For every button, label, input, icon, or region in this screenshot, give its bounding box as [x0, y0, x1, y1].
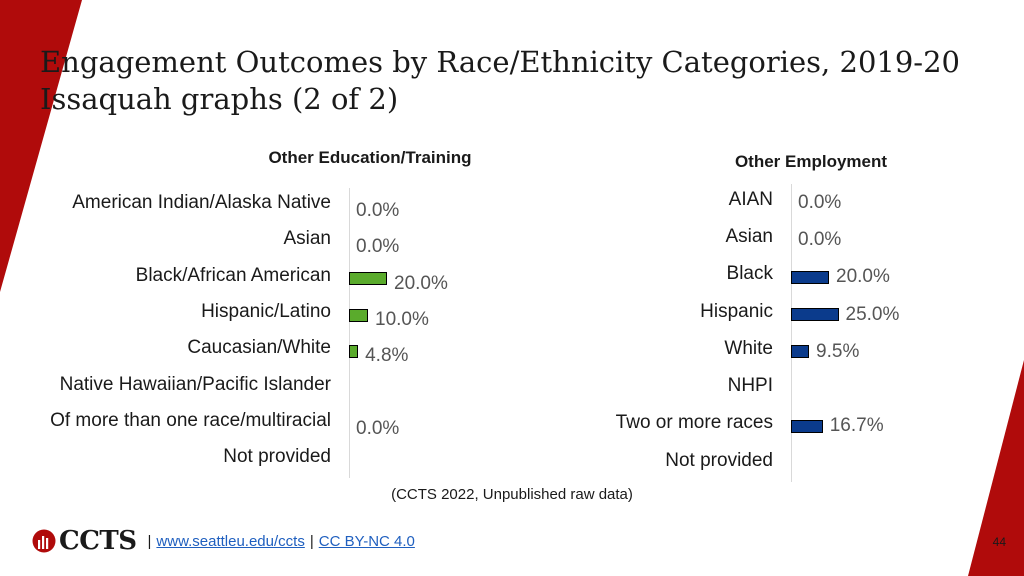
edu-bar	[349, 308, 368, 322]
edu-category-label: Black/African American	[135, 264, 331, 286]
title-line-2: Issaquah graphs (2 of 2)	[40, 82, 399, 116]
seattleu-ccts-link[interactable]: www.seattleu.edu/ccts	[156, 532, 305, 550]
emp-value-label: 20.0%	[836, 266, 890, 288]
emp-category-label: NHPI	[727, 375, 773, 397]
source-citation: (CCTS 2022, Unpublished raw data)	[391, 486, 633, 503]
edu-value-label: 0.0%	[356, 417, 400, 439]
emp-category-label: Asian	[725, 225, 773, 247]
edu-category-label: Of more than one race/multiracial	[50, 409, 331, 431]
edu-value-label: 20.0%	[394, 272, 448, 294]
edu-category-label: Not provided	[223, 446, 331, 468]
footer-separator-2: |	[309, 532, 314, 550]
edu-bar	[349, 344, 359, 358]
emp-axis-line	[791, 184, 792, 483]
emp-value-label: 0.0%	[798, 191, 842, 213]
license-link[interactable]: CC BY-NC 4.0	[318, 532, 415, 550]
red-corner-decoration-left	[0, 0, 82, 292]
emp-bar	[791, 345, 810, 359]
red-corner-decoration-right	[968, 360, 1024, 576]
edu-category-label: Hispanic/Latino	[201, 301, 331, 323]
emp-category-label: AIAN	[728, 188, 773, 210]
edu-bar	[349, 272, 387, 286]
edu-category-label: American Indian/Alaska Native	[72, 192, 331, 214]
emp-category-label: Black	[726, 263, 773, 285]
edu-value-label: 10.0%	[375, 309, 429, 331]
edu-category-label: Caucasian/White	[187, 337, 331, 359]
emp-category-label: Two or more races	[615, 412, 773, 434]
page-number: 44	[992, 535, 1006, 549]
ccts-logo-text: CCTS	[59, 526, 137, 556]
edu-chart-title: Other Education/Training	[268, 148, 472, 167]
title-line-1: Engagement Outcomes by Race/Ethnicity Ca…	[40, 45, 960, 79]
emp-chart-title: Other Employment	[734, 152, 888, 171]
emp-value-label: 25.0%	[845, 303, 900, 325]
edu-value-label: 4.8%	[365, 345, 409, 367]
edu-category-label: Native Hawaiian/Pacific Islander	[59, 373, 331, 395]
emp-value-label: 9.5%	[816, 340, 860, 362]
page-title: Engagement Outcomes by Race/Ethnicity Ca…	[40, 44, 1000, 118]
edu-axis-line	[349, 188, 350, 479]
edu-value-label: 0.0%	[356, 236, 400, 258]
emp-value-label: 0.0%	[798, 228, 842, 250]
emp-bar	[791, 308, 839, 322]
emp-bar	[791, 419, 823, 433]
ccts-logo: CCTS	[32, 526, 137, 556]
emp-category-label: Hispanic	[700, 300, 773, 322]
emp-bar	[791, 270, 829, 284]
edu-category-label: Asian	[283, 228, 331, 250]
emp-category-label: Not provided	[665, 449, 773, 471]
footer: CCTS | www.seattleu.edu/ccts | CC BY-NC …	[32, 526, 415, 556]
ccts-logo-icon	[32, 529, 56, 553]
footer-separator-1: |	[147, 532, 152, 550]
edu-value-label: 0.0%	[356, 200, 400, 222]
emp-category-label: White	[724, 337, 773, 359]
emp-value-label: 16.7%	[829, 415, 884, 437]
